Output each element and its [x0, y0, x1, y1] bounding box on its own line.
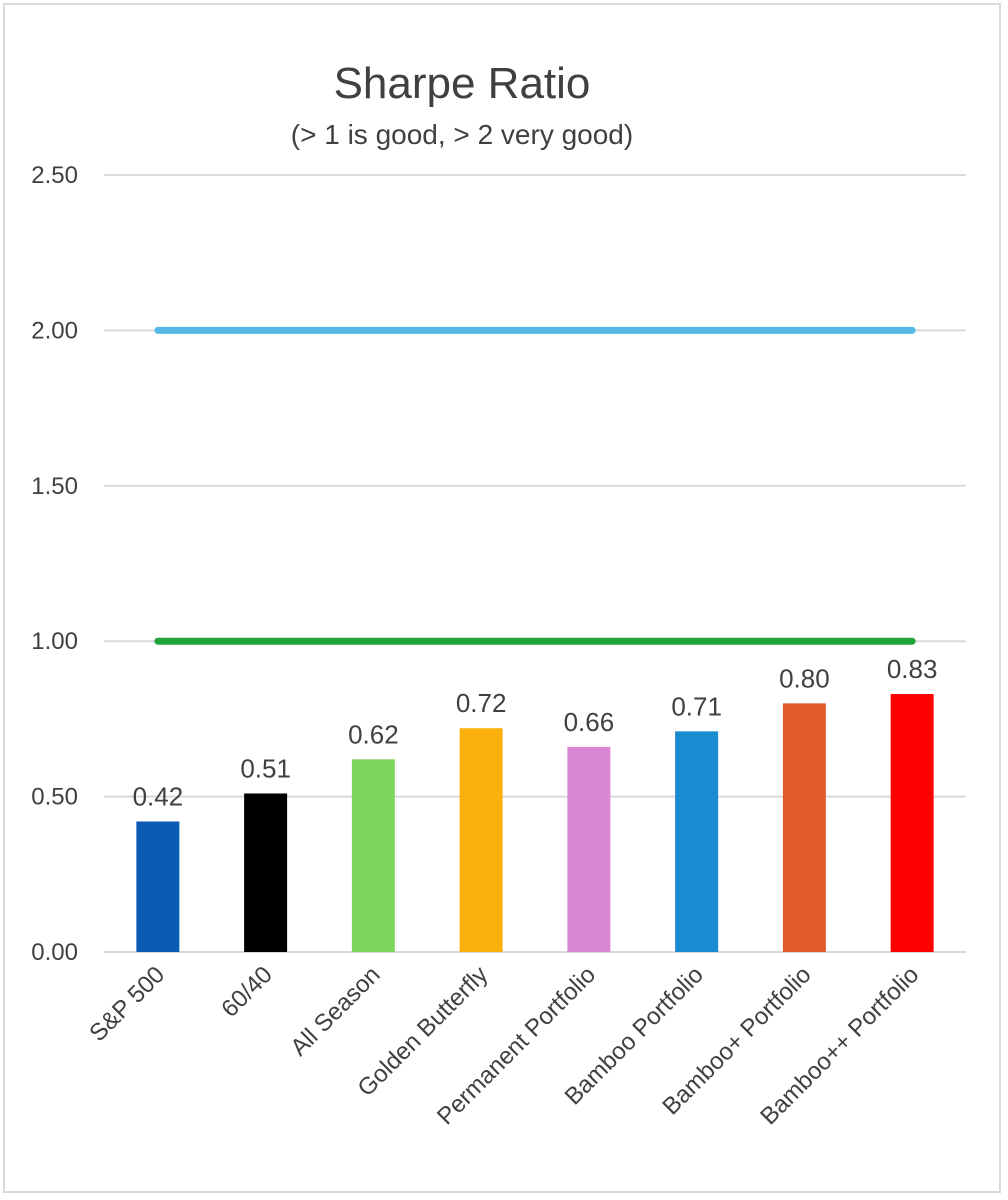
- y-tick-label: 0.00: [31, 939, 78, 966]
- data-label: 0.80: [779, 663, 830, 693]
- data-label: 0.62: [348, 719, 399, 749]
- data-labels: 0.42 0.51 0.62 0.72 0.66 0.71 0.80 0.83: [133, 654, 938, 811]
- chart-subtitle: (> 1 is good, > 2 very good): [291, 119, 633, 150]
- bar: [890, 694, 934, 952]
- bars: [136, 694, 934, 952]
- category-label: S&P 500: [84, 961, 170, 1047]
- data-label: 0.72: [456, 688, 507, 718]
- bar: [782, 703, 826, 952]
- bar: [244, 793, 288, 952]
- y-tick-label: 0.50: [31, 784, 78, 811]
- chart-title: Sharpe Ratio: [334, 59, 591, 108]
- reference-lines: [154, 326, 916, 645]
- data-label: 0.42: [133, 781, 184, 811]
- data-label: 0.51: [240, 753, 291, 783]
- y-tick-label: 2.50: [31, 162, 78, 189]
- bar: [136, 821, 180, 952]
- data-label: 0.71: [671, 691, 722, 721]
- y-tick-label: 1.50: [31, 473, 78, 500]
- chart-frame: [3, 3, 1001, 1193]
- bar: [675, 731, 719, 952]
- y-tick-label: 2.00: [31, 317, 78, 344]
- y-tick-label: 1.00: [31, 628, 78, 655]
- category-label: All Season: [285, 961, 385, 1061]
- bar: [459, 728, 503, 952]
- data-label: 0.83: [887, 654, 938, 684]
- category-label: 60/40: [216, 961, 278, 1023]
- data-label: 0.66: [564, 707, 615, 737]
- gridlines: [104, 174, 966, 953]
- y-axis-tick-labels: 0.00 0.50 1.00 1.50 2.00 2.50: [31, 162, 78, 966]
- bar: [567, 746, 611, 952]
- bar: [351, 759, 395, 952]
